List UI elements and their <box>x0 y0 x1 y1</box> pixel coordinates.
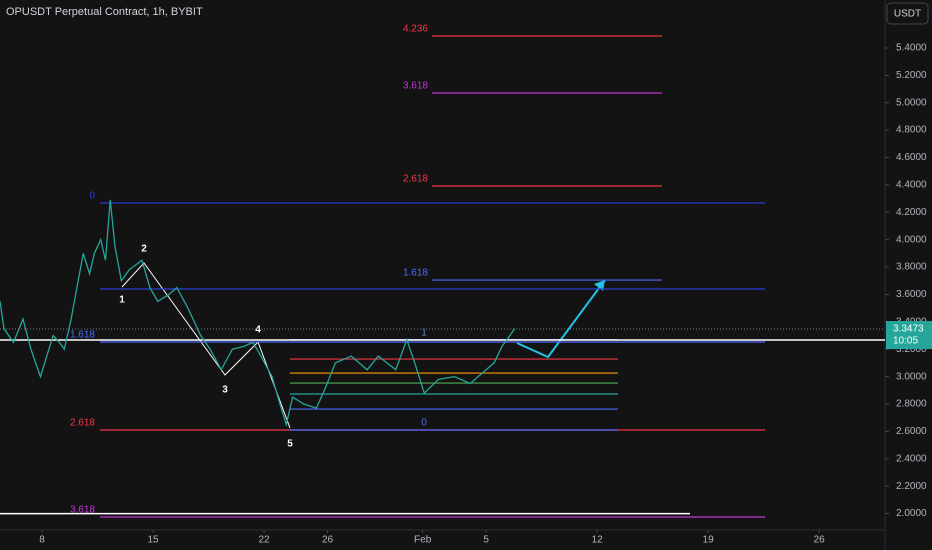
price <box>0 199 516 428</box>
y-tick-label: 2.8000 <box>896 399 927 410</box>
x-tick-label: 22 <box>259 535 271 546</box>
fib-label: 3.618 <box>403 81 428 92</box>
fib-label: 3.618 <box>70 505 95 516</box>
y-tick-label: 5.4000 <box>896 43 927 54</box>
y-tick-label: 5.2000 <box>896 70 927 81</box>
y-tick-label: 3.0000 <box>896 371 927 382</box>
projection-arrow <box>516 279 606 359</box>
wave-label: 5 <box>287 439 293 450</box>
y-tick-label: 4.6000 <box>896 152 927 163</box>
y-tick-label: 3.2000 <box>896 344 927 355</box>
fib-label: 4.236 <box>403 24 428 35</box>
y-tick-label: 2.6000 <box>896 426 927 437</box>
price-line <box>0 199 516 428</box>
currency-button[interactable] <box>886 2 929 25</box>
wave-label: 3 <box>222 385 228 396</box>
x-tick-label: 15 <box>147 535 159 546</box>
y-tick-label: 2.4000 <box>896 453 927 464</box>
x-tick-label: 26 <box>814 535 826 546</box>
fib-label: 1.618 <box>403 268 428 279</box>
y-tick-label: 4.0000 <box>896 234 927 245</box>
y-tick-label: 4.4000 <box>896 180 927 191</box>
x-tick-label: 12 <box>592 535 604 546</box>
wave-label: 4 <box>255 325 261 336</box>
x-tick-label: 19 <box>703 535 715 546</box>
fib-label: 0 <box>421 418 427 429</box>
y-tick-label: 3.8000 <box>896 262 927 273</box>
y-tick-label: 2.0000 <box>896 508 927 519</box>
y-tick-label: 2.2000 <box>896 481 927 492</box>
x-tick-label: 26 <box>322 535 334 546</box>
y-tick-label: 4.8000 <box>896 125 927 136</box>
countdown: 10:05 <box>893 336 918 347</box>
currency[interactable]: USDT <box>894 9 921 20</box>
fib-label: 2.618 <box>403 174 428 185</box>
x-tick-label: 5 <box>483 535 489 546</box>
chart-title: OPUSDT Perpetual Contract, 1h, BYBIT <box>6 6 203 18</box>
y-tick-label: 5.0000 <box>896 97 927 108</box>
x-tick-label: 8 <box>39 535 45 546</box>
fib-label: 1 <box>421 327 427 338</box>
wave-label: 1 <box>119 295 125 306</box>
price-badge-label: 3.3473 <box>893 324 924 335</box>
price-badge <box>886 321 932 350</box>
wave-label: 2 <box>141 244 147 255</box>
x-tick-label: Feb <box>414 535 432 546</box>
fib-label: 0 <box>89 191 95 202</box>
levels: 4.236 3.618 2.618 1.618 0 1.618 2.618 3.618 1 0 <box>0 24 885 518</box>
arrow-head <box>594 280 605 291</box>
fib-label: 2.618 <box>70 418 95 429</box>
fib-label: 1.618 <box>70 330 95 341</box>
y-tick-label: 4.2000 <box>896 207 927 218</box>
y-tick-label: 3.6000 <box>896 289 927 300</box>
